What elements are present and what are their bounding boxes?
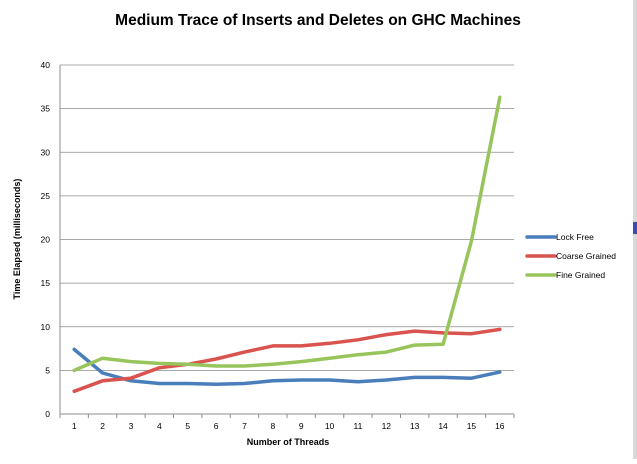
series-line (72, 327, 502, 394)
y-axis-label: Time Elapsed (milliseconds) (12, 179, 22, 300)
y-tick-label: 30 (41, 147, 51, 157)
x-tick-label: 3 (129, 421, 134, 431)
x-tick-label: 16 (495, 421, 505, 431)
legend-label: Fine Grained (556, 270, 605, 280)
y-tick-label: 0 (45, 409, 50, 419)
x-tick-label: 8 (270, 421, 275, 431)
x-tick-label: 4 (157, 421, 162, 431)
x-tick-label: 5 (185, 421, 190, 431)
legend: Lock Free Coarse Grained Fine Grained (525, 232, 616, 280)
x-tick-label: 11 (354, 421, 363, 431)
y-tick-label: 20 (41, 235, 51, 245)
x-tick-label: 9 (299, 421, 304, 431)
series-lines (72, 95, 502, 394)
chart-title: Medium Trace of Inserts and Deletes on G… (115, 12, 521, 29)
window-edge-marker (633, 222, 637, 234)
legend-label: Coarse Grained (556, 251, 616, 261)
y-tick-label: 35 (41, 104, 51, 114)
x-tick-label: 14 (438, 421, 448, 431)
x-tick-label: 13 (410, 421, 420, 431)
y-tick-label: 10 (41, 322, 51, 332)
x-tick-label: 15 (467, 421, 477, 431)
y-tick-label: 25 (41, 191, 51, 201)
y-tick-label: 40 (41, 60, 51, 70)
x-tick-label: 12 (382, 421, 392, 431)
gridlines (60, 64, 514, 371)
series-line (72, 95, 502, 373)
y-tick-label: 15 (41, 278, 51, 288)
y-tick-label: 5 (45, 365, 50, 375)
x-tick-label: 2 (100, 421, 105, 431)
x-tick-label: 10 (325, 421, 335, 431)
x-axis-label: Number of Threads (247, 437, 330, 447)
legend-label: Lock Free (556, 232, 594, 242)
x-tick-label: 6 (214, 421, 219, 431)
series-line (72, 347, 502, 387)
x-tick-label: 1 (72, 421, 77, 431)
x-tick-label: 7 (242, 421, 247, 431)
